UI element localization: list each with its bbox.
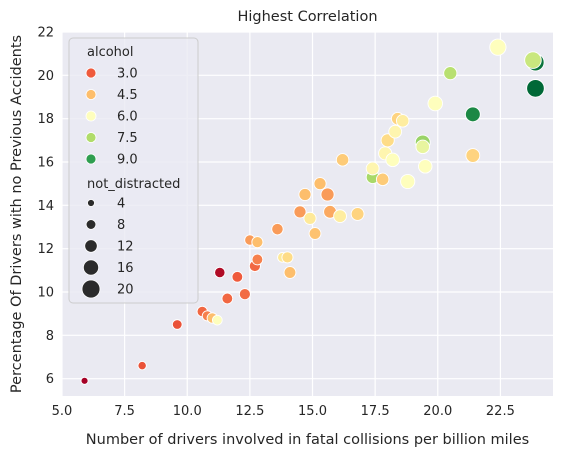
data-point	[80, 376, 89, 385]
legend-hue-label: 7.5	[117, 131, 138, 146]
legend-hue-label: 4.5	[117, 88, 138, 103]
data-point	[298, 187, 312, 202]
x-tick-label: 15.0	[298, 404, 327, 419]
legend-hue-marker	[85, 110, 97, 122]
data-point	[251, 253, 264, 266]
y-axis-label: Percentage Of Drivers with no Previous A…	[9, 35, 25, 393]
data-point	[365, 161, 380, 176]
data-point	[335, 153, 350, 167]
data-point	[464, 106, 481, 123]
data-point	[171, 319, 183, 330]
legend-size-marker	[82, 259, 100, 276]
data-point	[137, 361, 147, 371]
data-point	[238, 288, 251, 301]
data-point	[395, 114, 410, 128]
data-point	[388, 124, 403, 139]
data-points	[80, 38, 545, 385]
legend-size-marker	[81, 279, 101, 299]
y-tick-label: 6	[46, 372, 54, 387]
data-point	[303, 211, 317, 225]
legend-size-entries: 4 8 12 16 20	[81, 197, 134, 299]
data-point	[400, 173, 416, 190]
data-point	[283, 266, 297, 279]
data-point	[214, 266, 226, 279]
data-point	[489, 38, 507, 56]
data-point	[211, 314, 223, 326]
legend-hue-entries: 3.0 4.5 6.0 7.5 9.0	[85, 67, 138, 168]
legend-size-label: 8	[117, 218, 125, 233]
data-point	[293, 205, 307, 219]
legend-hue-marker	[85, 132, 97, 143]
legend-size-label: 16	[117, 261, 134, 276]
data-point	[427, 95, 443, 112]
data-point	[271, 222, 284, 236]
x-tick-label: 12.5	[235, 404, 264, 419]
data-point	[281, 251, 294, 264]
data-point	[333, 209, 347, 224]
data-point	[231, 270, 244, 283]
x-tick-label: 17.5	[361, 404, 390, 419]
legend-size-marker	[85, 219, 97, 230]
y-tick-label: 10	[37, 286, 54, 301]
data-point	[443, 66, 458, 81]
legend-size-label: 20	[117, 283, 134, 298]
data-point	[385, 152, 400, 168]
y-tick-label: 8	[46, 329, 54, 344]
x-tick-label: 22.5	[486, 404, 515, 419]
legend-hue-label: 3.0	[117, 67, 138, 82]
legend-hue-title: alcohol	[87, 45, 133, 60]
data-point	[221, 292, 234, 305]
chart-title: Highest Correlation	[237, 9, 377, 25]
legend-size-marker	[84, 239, 98, 253]
legend: alcohol 3.0 4.5 6.0 7.5 9.0 not_distracted 4…	[68, 37, 199, 304]
y-tick-label: 16	[37, 156, 54, 171]
y-tick-label: 20	[37, 69, 54, 84]
data-point	[375, 172, 390, 187]
legend-frame	[68, 37, 199, 304]
data-point	[465, 148, 481, 163]
legend-size-label: 12	[117, 240, 134, 255]
data-point	[524, 51, 542, 69]
y-tick-labels: 6 8 10 12 14 16 18 20 22	[37, 26, 54, 388]
legend-hue-label: 6.0	[117, 110, 138, 125]
y-tick-label: 12	[37, 242, 54, 257]
data-point	[313, 177, 327, 191]
legend-hue-marker	[85, 153, 97, 165]
data-point	[251, 236, 264, 249]
legend-hue-label: 9.0	[117, 153, 138, 168]
x-tick-label: 7.5	[114, 404, 135, 419]
y-tick-label: 14	[37, 199, 54, 214]
legend-size-label: 4	[117, 197, 125, 212]
x-tick-label: 10.0	[173, 404, 202, 419]
data-point	[526, 79, 545, 98]
data-point	[308, 227, 322, 240]
x-tick-label: 20.0	[423, 404, 452, 419]
data-point	[320, 187, 335, 202]
x-axis-label: Number of drivers involved in fatal coll…	[86, 432, 529, 448]
legend-size-title: not_distracted	[87, 177, 180, 192]
y-tick-label: 22	[37, 26, 54, 41]
data-point	[415, 139, 430, 155]
legend-size-marker	[87, 199, 95, 207]
legend-hue-marker	[85, 89, 97, 100]
y-tick-label: 18	[37, 112, 54, 127]
legend-hue-marker	[85, 67, 97, 79]
data-point	[350, 207, 365, 221]
x-tick-labels: 5.0 7.5 10.0 12.5 15.0 17.5 20.0 22.5	[52, 404, 515, 419]
data-point	[418, 159, 433, 174]
x-tick-label: 5.0	[52, 404, 73, 419]
